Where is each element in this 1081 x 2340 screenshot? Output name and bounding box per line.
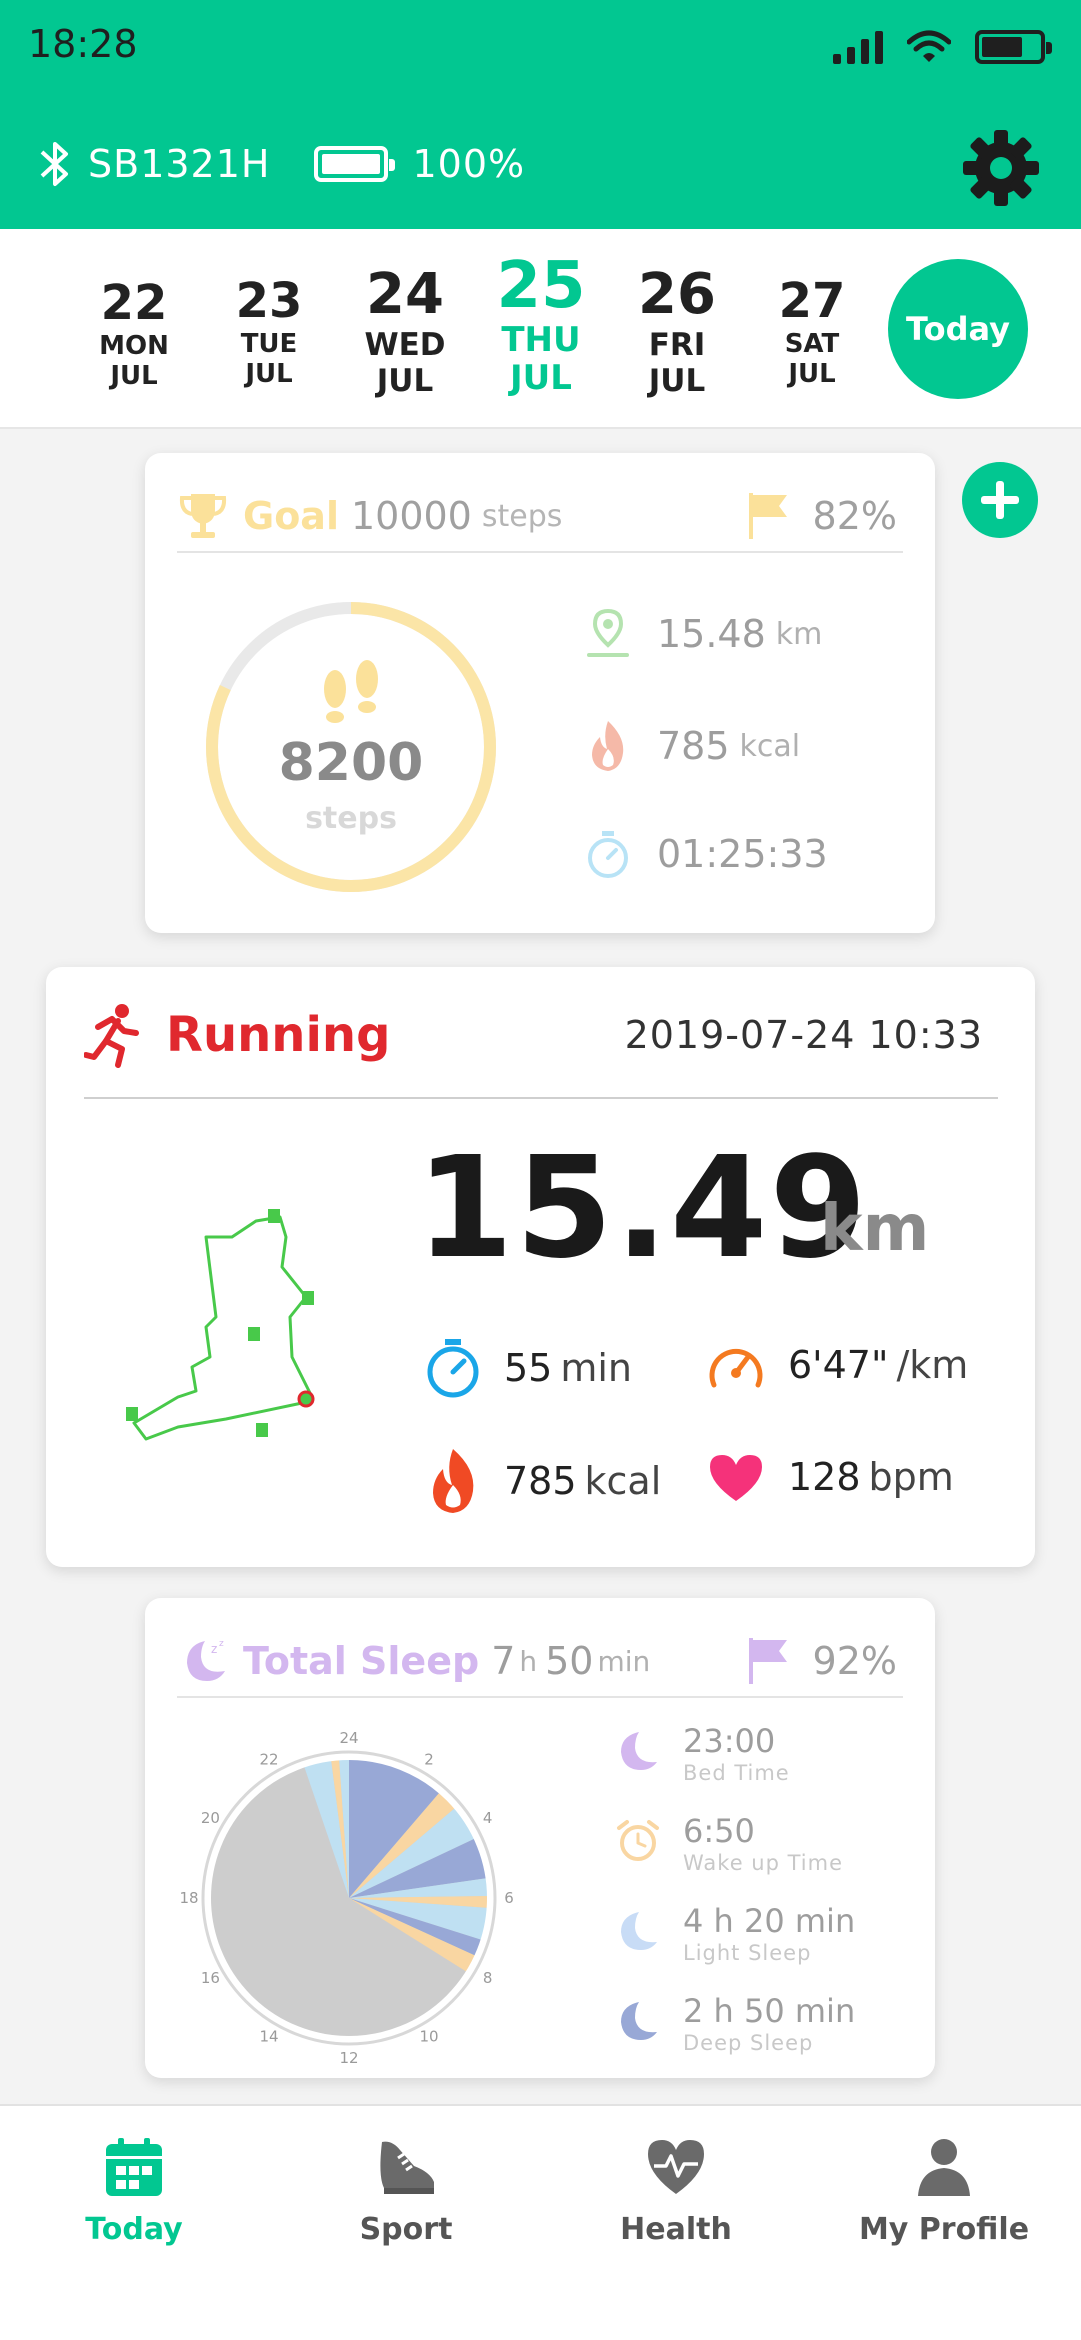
goal-unit: steps [481, 498, 563, 534]
goal-percent: 82% [812, 494, 897, 538]
sleep-wake-time: 6:50 Wake up Time [615, 1812, 843, 1876]
goal-title: Goal [243, 494, 339, 538]
sleep-light: 4 h 20 min Light Sleep [615, 1902, 855, 1966]
bottom-tab-bar: Today Sport Health My Profile [0, 2104, 1081, 2340]
device-battery-level: 100% [412, 142, 526, 186]
route-map [126, 1209, 315, 1441]
clock-hour-label: 4 [483, 1809, 493, 1827]
goal-target: 10000 [350, 494, 472, 538]
tab-health[interactable]: Health [566, 2136, 786, 2247]
activity-heart-rate: 128 bpm [706, 1451, 954, 1503]
clock-hour-label: 14 [259, 2028, 278, 2046]
sleep-header: z z Total Sleep 7 h 50 min 92% [177, 1626, 903, 1698]
goal-card[interactable]: Goal 10000 steps 82% 8200 steps 15.48 k [145, 453, 935, 933]
date-item[interactable]: 22 MON JUL [99, 275, 169, 391]
steps-unit: steps [305, 801, 397, 836]
date-strip: 22 MON JUL 23 TUE JUL 24 WED JUL 25 THU … [0, 229, 1081, 429]
sleep-deep: z 2 h 50 min Deep Sleep [615, 1992, 855, 2056]
clock-hour-label: 10 [419, 2028, 438, 2046]
flame-icon [433, 1449, 474, 1513]
location-route-icon [587, 608, 629, 657]
activity-datetime: 2019-07-24 10:33 [624, 1013, 983, 1057]
running-person-icon [84, 1004, 139, 1068]
svg-text:z: z [643, 1736, 649, 1749]
clock-hour-label: 18 [179, 1889, 198, 1907]
moon-icon [621, 1912, 657, 1950]
activity-duration: 55 min [424, 1337, 632, 1399]
flag-icon [748, 493, 787, 539]
person-icon [918, 2139, 970, 2196]
sleep-card[interactable]: z z Total Sleep 7 h 50 min 92% 24 2 4 [145, 1598, 935, 2078]
clock-hour-label: 8 [483, 1969, 493, 1987]
device-battery-icon [314, 146, 396, 182]
svg-text:z: z [643, 2006, 649, 2019]
add-button[interactable] [962, 462, 1038, 538]
flag-icon [748, 1638, 787, 1684]
clock-hour-label: 12 [339, 2049, 358, 2067]
shoe-icon [380, 2141, 434, 2194]
activity-title: Running [166, 1007, 391, 1063]
gear-icon[interactable] [961, 128, 1041, 208]
moon-icon: z [621, 1732, 657, 1770]
date-item[interactable]: 24 WED JUL [364, 262, 446, 400]
goal-duration: 01:25:33 [585, 827, 828, 881]
date-item[interactable]: 27 SAT JUL [778, 273, 846, 389]
sleep-title: Total Sleep [243, 1639, 480, 1683]
sleep-progress: 92% [747, 1636, 897, 1686]
heart-icon [710, 1455, 762, 1501]
wifi-icon [907, 30, 951, 62]
tab-my-profile[interactable]: My Profile [834, 2136, 1054, 2247]
running-card[interactable]: Running 2019-07-24 10:33 15.49 km 55 min… [46, 967, 1035, 1567]
clock-hour-label: 22 [259, 1750, 278, 1768]
sleep-percent: 92% [812, 1639, 897, 1683]
flame-icon [592, 721, 624, 771]
speedometer-icon [709, 1348, 763, 1388]
calendar-icon [106, 2138, 162, 2196]
svg-text:z: z [219, 1639, 224, 1649]
tab-today[interactable]: Today [24, 2136, 244, 2247]
steps-ring [206, 602, 496, 892]
activity-pace: 6'47" /km [706, 1337, 968, 1393]
device-status[interactable]: SB1321H 100% [38, 132, 525, 196]
date-item[interactable]: 23 TUE JUL [235, 273, 303, 389]
divider [84, 1097, 998, 1099]
goal-progress: 82% [747, 491, 897, 541]
goal-distance: 15.48 km [585, 607, 822, 661]
activity-calories: 785 kcal [424, 1447, 661, 1515]
bluetooth-icon [40, 142, 68, 186]
clock-hour-label: 16 [201, 1969, 220, 1987]
status-icons [833, 30, 1052, 64]
heart-pulse-icon [648, 2140, 704, 2194]
svg-text:z: z [211, 1642, 217, 1656]
date-item[interactable]: 26 FRI JUL [638, 262, 716, 400]
device-name: SB1321H [88, 142, 271, 186]
activity-distance-unit: km [820, 1192, 930, 1266]
clock-hour-label: 6 [504, 1889, 514, 1907]
moon-icon: z [621, 2002, 657, 2040]
goal-header: Goal 10000 steps 82% [177, 481, 903, 553]
trophy-icon [179, 494, 227, 538]
clock-hour-label: 2 [424, 1750, 434, 1768]
clock-hour-label: 20 [201, 1809, 220, 1827]
goal-calories: 785 kcal [585, 719, 800, 773]
status-time: 18:28 [28, 22, 138, 66]
today-button[interactable]: Today [888, 259, 1028, 399]
status-battery-icon [975, 30, 1052, 64]
sleep-bed-time: z 23:00 Bed Time [615, 1722, 790, 1786]
moon-icon: z z [187, 1639, 225, 1681]
signal-icon [833, 30, 883, 64]
app-header: 18:28 SB1321H 100% [0, 0, 1081, 229]
footprints-icon [324, 660, 378, 723]
stopwatch-icon [427, 1339, 479, 1398]
clock-hour-label: 24 [339, 1729, 358, 1747]
activity-distance: 15.49 [416, 1127, 869, 1290]
alarm-clock-icon [617, 1820, 659, 1861]
date-item-selected[interactable]: 25 THU JUL [496, 249, 586, 398]
steps-count: 8200 [278, 733, 424, 793]
stopwatch-icon [588, 831, 628, 878]
tab-sport[interactable]: Sport [296, 2136, 516, 2247]
